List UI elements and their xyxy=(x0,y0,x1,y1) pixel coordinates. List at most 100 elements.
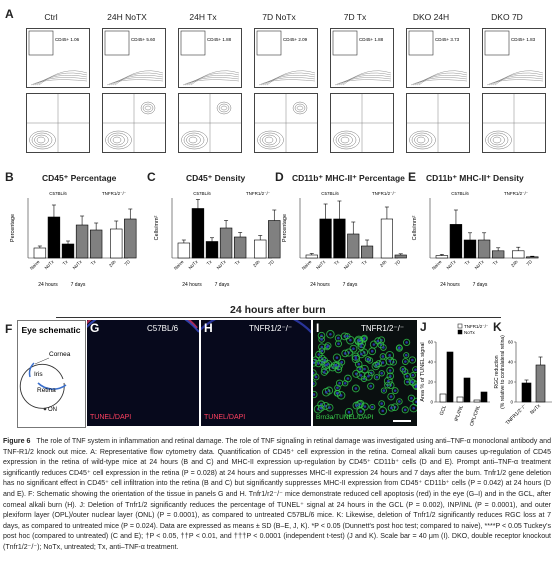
contour-ring xyxy=(257,130,284,150)
bar xyxy=(535,364,546,403)
rgc-cell xyxy=(315,350,323,359)
rgc-cell xyxy=(351,354,361,364)
rgc-cell xyxy=(313,369,317,377)
rgc-cell xyxy=(360,402,369,411)
x-tick-label: Naive xyxy=(431,259,443,271)
x-tick-label: NoTx xyxy=(529,403,542,416)
contour-ring xyxy=(409,130,436,150)
retina-label: Retina xyxy=(37,387,56,394)
rgc-cell xyxy=(378,358,387,367)
x-tick-label: NoTx xyxy=(188,259,200,271)
x-tick-label: NoTx xyxy=(343,259,355,271)
caption-text: The role of TNF system in inflammation a… xyxy=(3,438,551,551)
eye-schematic-title: Eye schematic xyxy=(21,325,80,335)
x-tick-label: 24h xyxy=(108,259,117,268)
rgc-cell xyxy=(378,406,388,416)
flow-plot-mhc-svg xyxy=(103,94,165,152)
rgc-cell xyxy=(314,359,323,368)
rgc-cell xyxy=(409,379,417,387)
bar xyxy=(380,218,393,259)
nucleus xyxy=(360,352,363,356)
gate-label: CD45+ 1.88 xyxy=(207,37,232,42)
y-tick-label: 40 xyxy=(428,360,434,365)
flow-plot-mhc xyxy=(26,93,90,153)
flow-column-title: 24H Tx xyxy=(189,12,217,22)
flow-plot-cd45-svg: CD45+ 1.88 xyxy=(180,30,240,86)
eye-schematic-panel: Eye schematic Cornea Iris Retina ON xyxy=(17,320,86,428)
rgc-cell xyxy=(357,342,365,351)
contour-line xyxy=(38,70,88,86)
nucleus xyxy=(366,357,370,361)
contour-line xyxy=(494,70,544,86)
bar xyxy=(191,208,205,259)
y-axis-label: Cells/mm² xyxy=(412,215,418,240)
bar xyxy=(347,233,360,259)
eyeball-outline xyxy=(19,363,65,409)
bar xyxy=(463,377,471,403)
bar xyxy=(47,216,61,259)
contour-line xyxy=(108,77,164,86)
bar xyxy=(61,243,75,259)
contour-ring xyxy=(296,105,304,111)
bar xyxy=(254,239,267,259)
contour-line xyxy=(416,72,468,86)
nucleus xyxy=(369,384,373,388)
bar xyxy=(124,218,137,259)
flow-plot-cd45-svg: CD45+ 1.88 xyxy=(332,30,392,86)
nucleus xyxy=(340,360,344,364)
nucleus xyxy=(355,404,358,407)
contour-ring xyxy=(335,132,357,148)
y-axis-label: (% relative to contralateral retina) xyxy=(500,335,506,409)
bar xyxy=(89,229,103,259)
contour-ring xyxy=(416,136,426,144)
x-tick-label: Tx xyxy=(62,259,70,267)
y-tick-label: 60 xyxy=(508,340,514,345)
nucleus xyxy=(388,374,392,378)
rgc-cell xyxy=(367,382,375,390)
x-tick-label: TNFR1/2⁻/⁻ xyxy=(505,403,529,427)
flow-plot-mhc-svg xyxy=(255,94,317,152)
x-tick-label: Tx xyxy=(206,259,214,267)
subgroup-label: 7 days xyxy=(473,282,488,288)
x-tick-label: Tx xyxy=(234,259,242,267)
flow-column-title: 7D Tx xyxy=(343,12,367,22)
bar xyxy=(177,242,191,259)
cornea-label: Cornea xyxy=(49,351,71,358)
nucleus xyxy=(398,400,401,403)
bar xyxy=(477,239,491,259)
gate-box xyxy=(28,30,54,56)
nucleus xyxy=(370,405,374,409)
contour-ring xyxy=(340,136,350,144)
contour-line xyxy=(412,77,468,86)
x-tick-label: Tx xyxy=(464,259,472,267)
contour-ring xyxy=(485,130,512,150)
nucleus xyxy=(414,368,417,371)
nucleus xyxy=(326,362,330,366)
flow-plot-cd45: CD45+ 1.88 xyxy=(330,28,394,88)
panel-g-stain: TUNEL/DAPI xyxy=(90,414,132,421)
nucleus xyxy=(388,359,392,363)
rgc-cell xyxy=(378,400,386,407)
rgc-cell xyxy=(403,338,411,347)
flow-column-title: 7D NoTx xyxy=(262,12,296,22)
contour-ring xyxy=(186,134,201,146)
bar xyxy=(449,224,463,259)
gate-box xyxy=(332,30,358,56)
nucleus xyxy=(380,372,384,375)
retina-layer-blue-h xyxy=(201,320,311,334)
rgc-cell xyxy=(387,404,396,412)
panel-g-label: G xyxy=(90,321,100,335)
flow-plot-mhc xyxy=(254,93,318,153)
nucleus xyxy=(313,361,316,365)
y-tick-label: 20 xyxy=(508,380,514,385)
contour-line xyxy=(32,77,88,86)
contour-ring xyxy=(34,134,49,146)
contour-line xyxy=(110,75,164,86)
flow-plot-cd45-svg: CD45+ 3.73 xyxy=(408,30,468,86)
contour-ring xyxy=(110,134,125,146)
contour-line xyxy=(182,79,240,86)
nucleus xyxy=(363,405,367,408)
group-label: C57BL/6 xyxy=(451,191,469,196)
cornea-pointer xyxy=(34,357,50,365)
nucleus xyxy=(338,381,341,385)
